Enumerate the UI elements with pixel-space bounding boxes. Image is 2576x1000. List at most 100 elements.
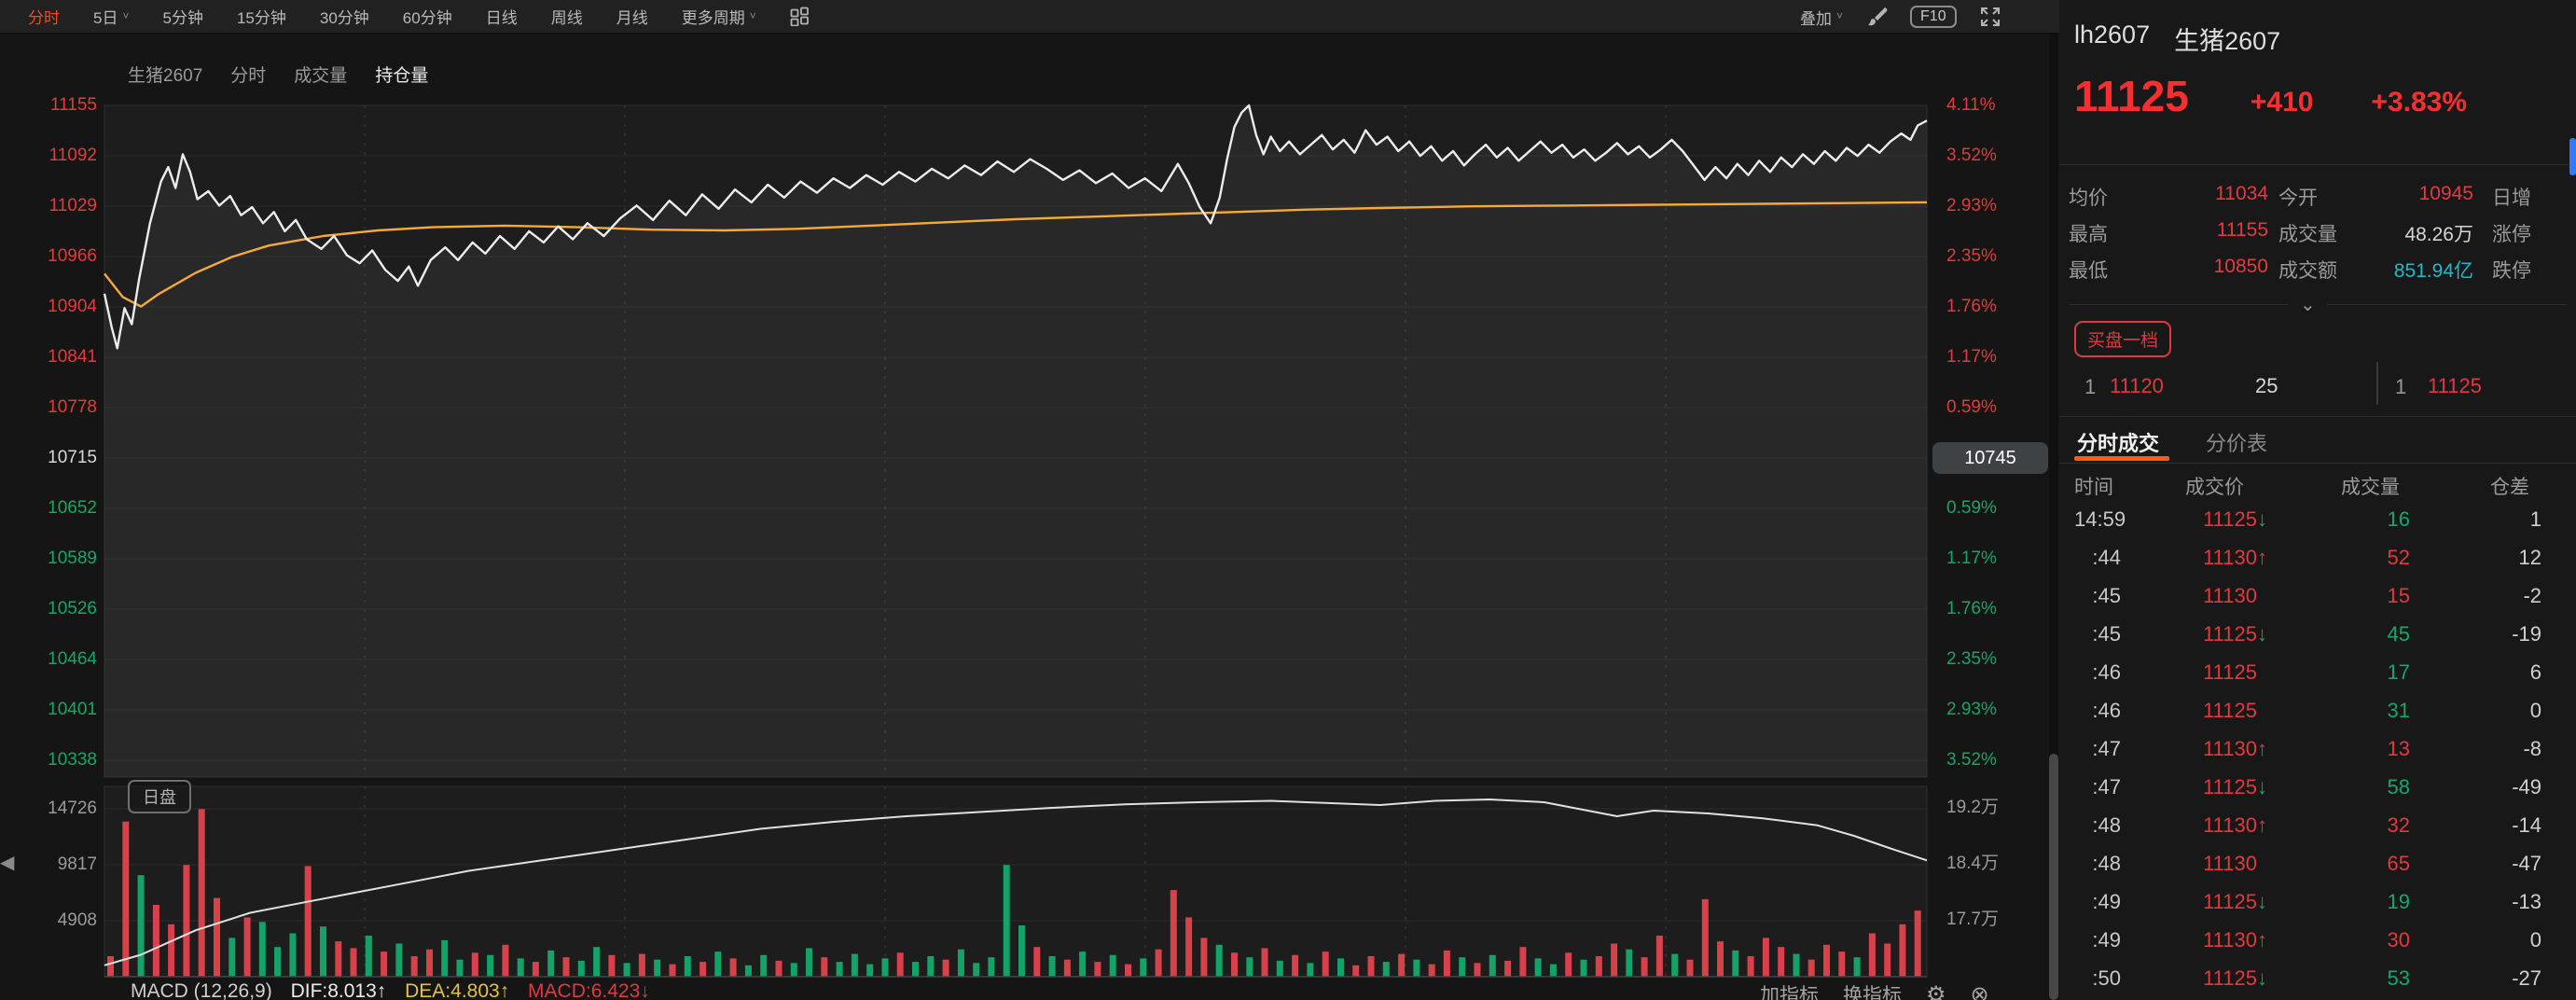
legend-volume[interactable]: 成交量: [294, 66, 348, 86]
trade-time: :48: [2092, 812, 2121, 837]
stat-label-成交量: 成交量: [2278, 224, 2337, 245]
volume-tick: 9817: [57, 854, 97, 874]
divider: [2059, 416, 2576, 417]
indicator-close-icon[interactable]: ⊗: [1970, 981, 1989, 1000]
trade-time: :47: [2092, 736, 2121, 760]
percent-tick-up: 0.59%: [1946, 397, 1997, 417]
trade-row: 14:59 11125 ↓ 16 1: [2074, 500, 2541, 538]
trade-price: 11125 ↓: [2203, 965, 2267, 990]
scroll-left-arrow-icon[interactable]: ◀: [0, 853, 15, 873]
percent-tick-up: 3.52%: [1946, 146, 1997, 165]
add-indicator-button[interactable]: 加指标: [1760, 985, 1819, 1000]
stat-value-今开: 10945: [2418, 183, 2473, 204]
trade-time: :49: [2092, 927, 2121, 951]
stat-label-涨停: 涨停: [2492, 224, 2531, 245]
percent-tick-down: 2.93%: [1946, 700, 1997, 719]
percent-tick-down: 1.17%: [1946, 549, 1997, 568]
expand-stats-chevron-icon[interactable]: ⌄: [2289, 293, 2327, 316]
trade-row: :46 11125 17 6: [2074, 653, 2541, 691]
trade-volume: 65: [2387, 851, 2410, 875]
splitter-scrollbar-track: [2049, 34, 2058, 1000]
percent-tick-down: 2.35%: [1946, 649, 1997, 669]
period-tab-15分钟[interactable]: 15分钟: [236, 9, 286, 27]
trade-volume: 31: [2387, 698, 2410, 722]
oi-tick: 18.4万: [1946, 854, 1999, 873]
legend-symbol: 生猪2607: [128, 66, 203, 86]
trade-price: 11125 ↓: [2203, 889, 2267, 913]
legend-open-interest[interactable]: 持仓量: [375, 66, 429, 86]
overlay-button[interactable]: 叠加 ˅: [1800, 6, 1843, 29]
trade-price: 11130: [2203, 851, 2257, 875]
trade-time: :49: [2092, 889, 2121, 913]
splitter-scrollbar-thumb[interactable]: [2049, 754, 2058, 1000]
price-tick: 10841: [48, 347, 97, 367]
layout-grid-icon[interactable]: [790, 7, 810, 26]
trade-volume: 53: [2387, 965, 2410, 990]
period-tab-5日[interactable]: 5日 ˅: [93, 8, 130, 28]
trades-table: 14:59 11125 ↓ 16 1 :44 11130 ↑ 52 12 :45 11130 15 -2:…: [2074, 500, 2541, 997]
divider: [2376, 362, 2378, 405]
indicator-settings-gear-icon[interactable]: ⚙: [1926, 981, 1946, 1000]
trade-volume: 13: [2387, 736, 2410, 760]
percent-tick-down: 3.52%: [1946, 750, 1997, 770]
intraday-chart[interactable]: [0, 0, 2059, 1000]
trade-row: :49 11130 ↑ 30 0: [2074, 921, 2541, 959]
period-tab-周线[interactable]: 周线: [550, 9, 583, 27]
period-tab-60分钟[interactable]: 60分钟: [402, 9, 452, 27]
trade-time: :44: [2092, 545, 2121, 569]
period-tab-日线[interactable]: 日线: [485, 9, 518, 27]
percent-tick-up: 4.11%: [1946, 95, 1996, 115]
ask-price: 11125: [2428, 374, 2482, 397]
tab-price-ladder[interactable]: 分价表: [2206, 432, 2268, 455]
trade-volume: 52: [2387, 545, 2410, 569]
session-badge: 日盘: [128, 780, 191, 813]
trade-price: 11130 ↑: [2203, 545, 2267, 569]
trade-oi-change: -8: [2523, 736, 2541, 760]
stat-label-成交额: 成交额: [2278, 260, 2337, 282]
fullscreen-icon[interactable]: [1979, 6, 2001, 28]
brush-icon[interactable]: [1865, 6, 1888, 28]
trade-price: 11125 ↓: [2203, 774, 2267, 799]
period-tab-30分钟[interactable]: 30分钟: [319, 9, 369, 27]
trade-time: :47: [2092, 774, 2121, 799]
f10-button[interactable]: F10: [1910, 6, 1957, 28]
volume-tick: 14726: [48, 799, 97, 818]
trade-row: :47 11125 ↓ 58 -49: [2074, 768, 2541, 806]
trade-oi-change: 12: [2518, 545, 2541, 569]
indicator-actions: 加指标 换指标 ⚙ ⊗: [1760, 980, 1989, 1000]
trade-oi-change: -2: [2523, 583, 2541, 607]
price-change: +410: [2250, 87, 2314, 118]
panel-scrollbar-thumb[interactable]: [2569, 138, 2576, 175]
toolbar-right-controls: 叠加 ˅ F10: [1800, 0, 2001, 34]
trade-row: :45 11130 15 -2: [2074, 576, 2541, 615]
trade-row: :47 11130 ↑ 13 -8: [2074, 729, 2541, 768]
stat-value-均价: 11034: [2215, 183, 2268, 204]
trade-price: 11125: [2203, 660, 2257, 684]
macd-indicator-row: MACD (12,26,9) DIF:8.013↑ DEA:4.803↑ MAC…: [131, 980, 650, 1000]
legend-period[interactable]: 分时: [230, 66, 267, 86]
macd-value: MACD:6.423: [528, 980, 641, 1000]
price-change-percent: +3.83%: [2371, 87, 2468, 118]
stat-label-最高: 最高: [2069, 224, 2108, 245]
period-tab-更多周期[interactable]: 更多周期 ˅: [681, 8, 756, 28]
percent-tick-up: 1.17%: [1946, 347, 1997, 367]
price-tick: 11092: [48, 146, 97, 165]
bid-level-badge: 买盘一档: [2074, 321, 2172, 357]
period-tab-分时[interactable]: 分时: [28, 9, 60, 27]
stat-value-最低: 10850: [2213, 256, 2268, 277]
tab-time-and-sales[interactable]: 分时成交: [2077, 432, 2160, 455]
macd-dea: DEA:4.803: [405, 980, 500, 1000]
price-tick: 10401: [48, 700, 97, 719]
period-tab-5分钟[interactable]: 5分钟: [162, 9, 203, 27]
macd-dea-arrow: ↑: [499, 980, 510, 1000]
contract-code: lh2607: [2074, 21, 2151, 49]
trade-time: :48: [2092, 851, 2121, 875]
stat-label-最低: 最低: [2069, 260, 2108, 282]
macd-dif: DIF:8.013: [290, 980, 377, 1000]
trade-row: :50 11125 ↓ 53 -27: [2074, 959, 2541, 997]
trade-price: 11125 ↓: [2203, 621, 2267, 646]
switch-indicator-button[interactable]: 换指标: [1843, 985, 1902, 1000]
trade-price: 11130 ↑: [2203, 736, 2267, 760]
period-tab-月线[interactable]: 月线: [616, 9, 648, 27]
trade-oi-change: 6: [2529, 660, 2541, 684]
